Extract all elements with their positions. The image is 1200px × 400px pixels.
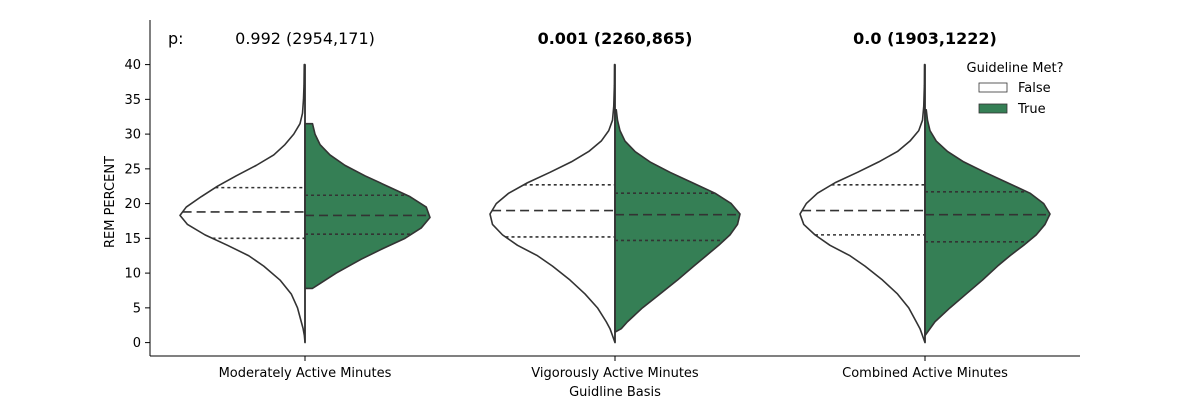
x-ticks: Moderately Active Minutes Vigorously Acti… — [219, 356, 1008, 381]
p-prefix: p: — [168, 29, 184, 48]
y-tick-label: 10 — [124, 267, 141, 282]
x-tick-label: Vigorously Active Minutes — [531, 366, 699, 381]
legend-title: Guideline Met? — [967, 61, 1064, 76]
legend-entry-label: True — [1017, 102, 1046, 117]
violin-group — [799, 63, 1051, 344]
y-tick-label: 40 — [124, 58, 141, 73]
x-tick-label: Moderately Active Minutes — [219, 366, 392, 381]
legend-entry-label: False — [1018, 81, 1051, 96]
violin-half-false — [179, 63, 306, 344]
y-tick-label: 35 — [124, 93, 141, 108]
legend-entries: False True — [978, 81, 1051, 117]
y-tick-label: 20 — [124, 197, 141, 212]
y-tick-label: 5 — [133, 301, 141, 316]
legend-swatch — [978, 103, 1008, 114]
y-axis-label: REM PERCENT — [103, 156, 118, 248]
violin-half-true — [304, 122, 431, 290]
y-tick-label: 30 — [124, 128, 141, 143]
legend-swatch — [978, 82, 1008, 93]
p-values: 0.992 (2954,171) 0.001 (2260,865) 0.0 (190… — [235, 29, 997, 48]
x-axis-label: Guidline Basis — [569, 385, 661, 400]
violin-half-true — [614, 108, 741, 333]
y-tick-label: 0 — [133, 336, 141, 351]
violin-group — [179, 63, 431, 344]
violins-layer — [179, 63, 1051, 344]
y-ticks: 0 5 10 15 20 25 30 35 40 — [124, 58, 150, 351]
p-value-label: 0.001 (2260,865) — [538, 29, 693, 48]
violin-half-true — [924, 108, 1051, 337]
y-tick-label: 25 — [124, 162, 141, 177]
violin-half-false — [799, 63, 926, 344]
x-tick-label: Combined Active Minutes — [842, 366, 1008, 381]
legend: Guideline Met? False True — [967, 61, 1064, 117]
y-tick-label: 15 — [124, 232, 141, 247]
p-value-label: 0.992 (2954,171) — [235, 29, 375, 48]
violin-half-false — [489, 63, 616, 344]
p-value-label: 0.0 (1903,1222) — [853, 29, 997, 48]
violin-group — [489, 63, 741, 344]
